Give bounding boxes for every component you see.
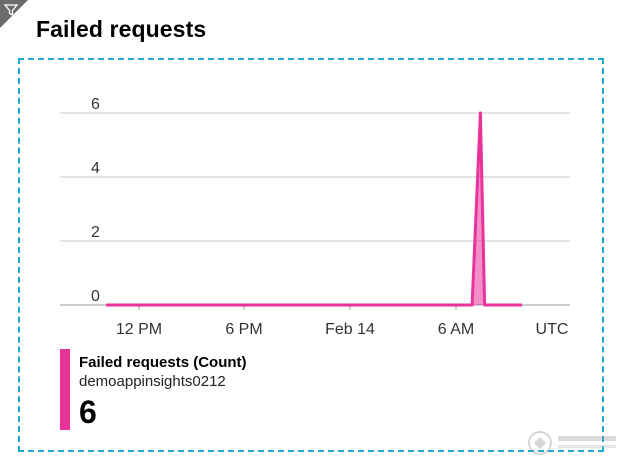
series-area-0 (106, 113, 522, 305)
x-tick-label-2: Feb 14 (325, 321, 375, 338)
page-title: Failed requests (36, 16, 207, 42)
x-tick-label-1: 6 PM (225, 321, 262, 338)
y-tick-label-0: 0 (91, 288, 100, 305)
y-tick-label-6: 6 (91, 96, 100, 113)
legend-resource-name: demoappinsights0212 (79, 373, 226, 390)
legend-total-value: 6 (79, 394, 97, 430)
series-line-0 (106, 111, 522, 307)
y-tick-label-2: 2 (91, 224, 100, 241)
chart-panel[interactable] (18, 58, 604, 452)
x-tick-label-3: 6 AM (438, 321, 474, 338)
y-tick-label-4: 4 (91, 160, 100, 177)
x-tick-label-0: 12 PM (116, 321, 162, 338)
series-point-0-3 (478, 111, 482, 115)
watermark-logo (528, 431, 616, 455)
legend-metric-label: Failed requests (Count) (79, 354, 247, 371)
filter-icon[interactable] (3, 2, 19, 18)
legend-color-bar (60, 349, 70, 430)
timezone-label: UTC (536, 321, 569, 338)
